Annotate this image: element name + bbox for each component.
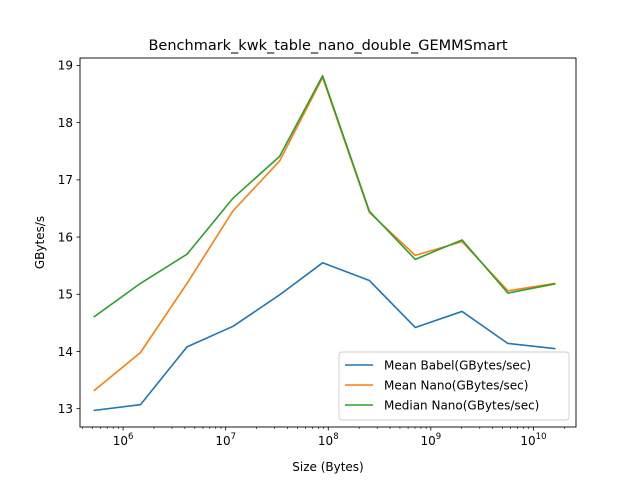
legend-box	[338, 351, 570, 421]
y-tick-label: 17	[58, 173, 73, 187]
x-tick-base: 10	[318, 434, 333, 448]
x-tick-base: 10	[113, 434, 128, 448]
y-tick-label: 13	[58, 402, 73, 416]
y-tick-label: 14	[58, 345, 73, 359]
x-axis-label: Size (Bytes)	[292, 460, 363, 474]
series-lines	[93, 74, 556, 412]
legend-label: Mean Babel(GBytes/sec)	[384, 358, 531, 372]
x-tick-label: 108	[318, 432, 339, 448]
y-axis-label: GBytes/s	[33, 216, 47, 269]
y-axis: 13 14 15 16 17 18 19	[58, 59, 80, 416]
x-tick-exponent: 6	[128, 432, 133, 442]
x-tick-exponent: 9	[436, 432, 441, 442]
series-line-2	[93, 76, 556, 392]
legend: Mean Babel(GBytes/sec) Mean Nano(GBytes/s…	[338, 351, 570, 421]
series-line-3	[93, 74, 556, 318]
x-tick-label: 106	[113, 432, 134, 448]
x-tick-label: 1010	[520, 432, 546, 448]
x-tick-base: 10	[420, 434, 435, 448]
y-tick-label: 15	[58, 288, 73, 302]
y-tick-label: 19	[58, 59, 73, 73]
chart-title: Benchmark_kwk_table_nano_double_GEMMSmar…	[148, 38, 507, 54]
legend-label: Mean Nano(GBytes/sec)	[384, 378, 528, 392]
series-line-1	[93, 262, 556, 412]
legend-label: Median Nano(GBytes/sec)	[384, 398, 539, 412]
y-tick-label: 16	[58, 230, 73, 244]
x-tick-label: 107	[215, 432, 236, 448]
x-tick-exponent: 8	[333, 432, 338, 442]
x-tick-base: 10	[215, 434, 230, 448]
y-tick-label: 18	[58, 116, 73, 130]
x-tick-label: 109	[420, 432, 441, 448]
x-axis: 106 107 108 109 1010	[81, 427, 565, 448]
x-tick-base: 10	[520, 434, 535, 448]
x-tick-exponent: 10	[536, 432, 547, 442]
x-tick-exponent: 7	[231, 432, 236, 442]
